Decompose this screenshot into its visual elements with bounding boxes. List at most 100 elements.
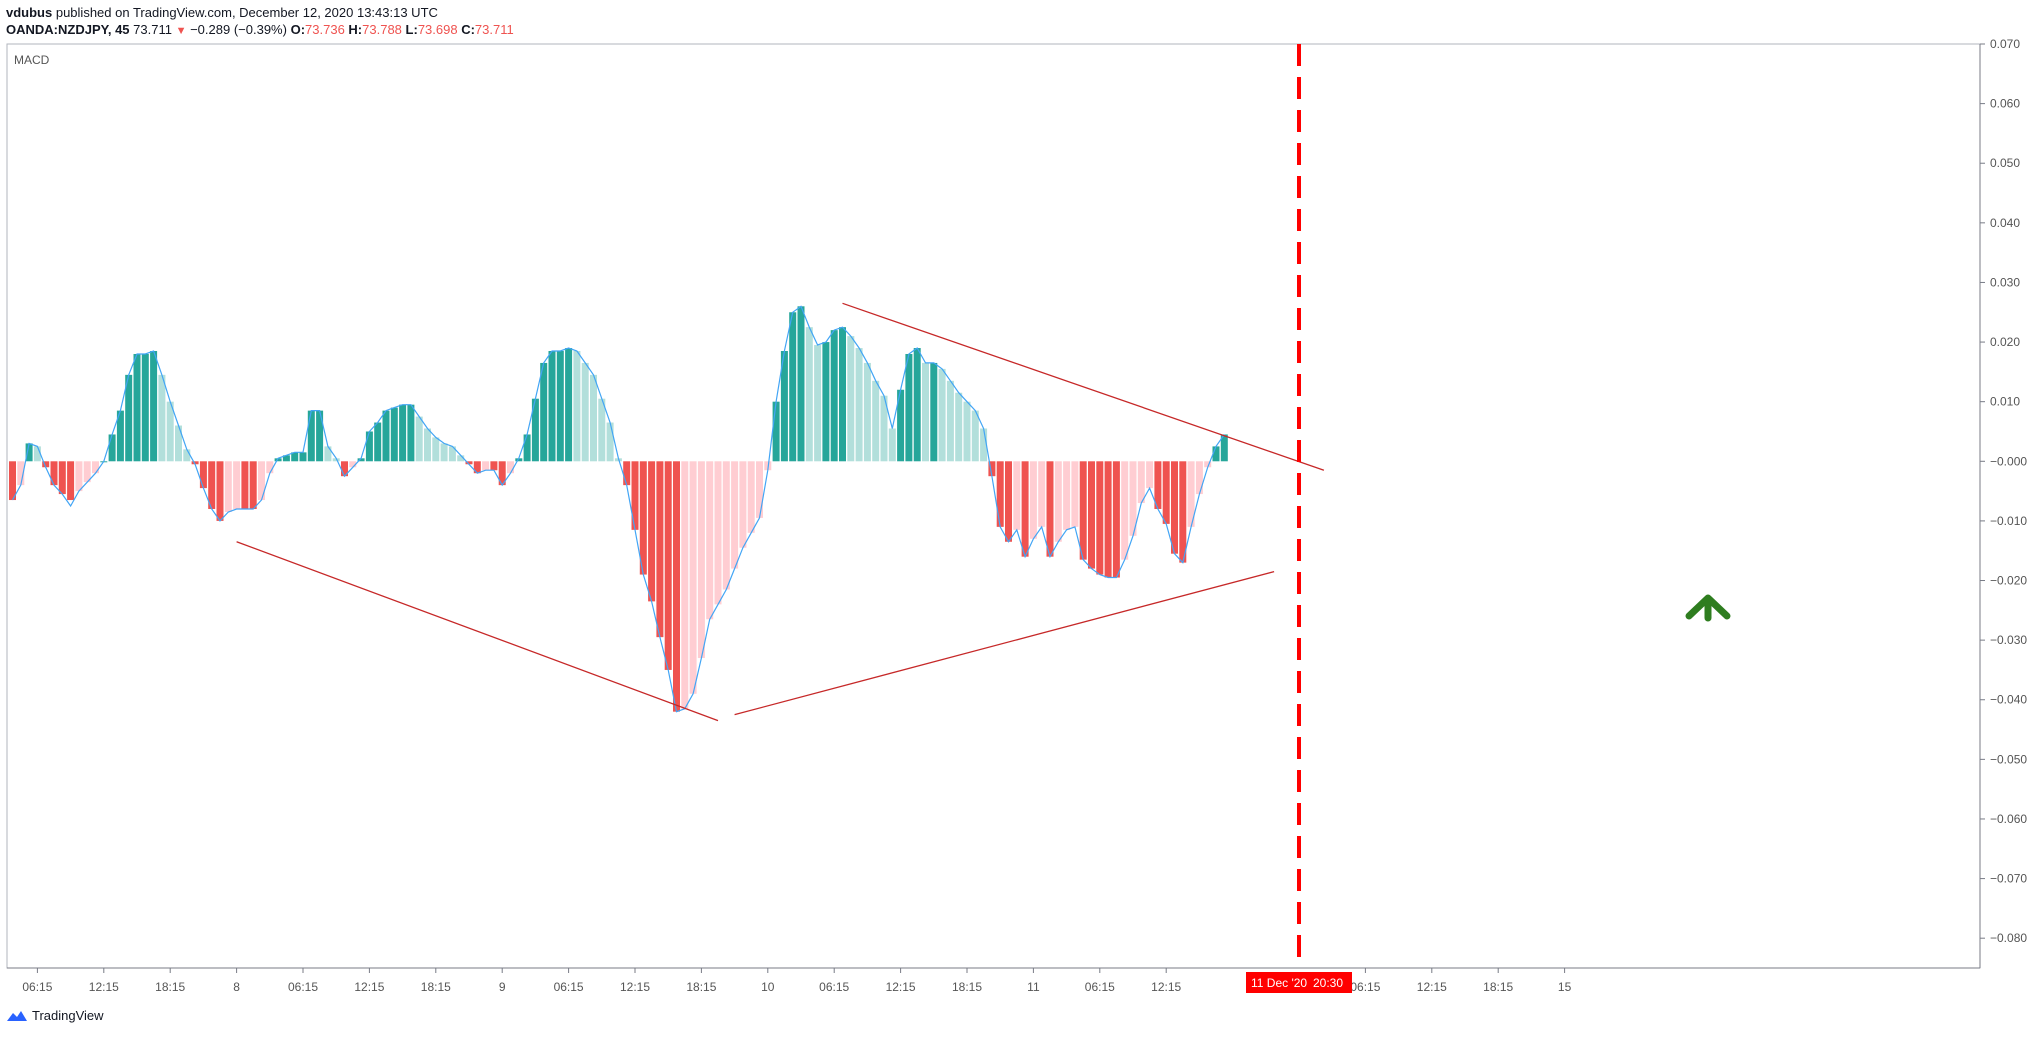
histogram-bar xyxy=(922,362,929,462)
histogram-bar xyxy=(880,395,888,462)
histogram-bar xyxy=(1129,461,1137,536)
histogram-bar xyxy=(498,461,506,486)
histogram-bar xyxy=(523,434,531,462)
histogram-bar xyxy=(573,351,581,462)
histogram-bar xyxy=(432,437,440,462)
histogram-bar xyxy=(150,351,158,462)
trend-lines xyxy=(236,302,1325,722)
histogram-bar xyxy=(241,461,249,509)
histogram-bar xyxy=(92,461,99,474)
time-tick-label: 06:15 xyxy=(22,980,52,994)
histogram-bar xyxy=(258,461,265,501)
histogram-bar xyxy=(681,461,689,709)
histogram-bar xyxy=(590,374,597,462)
histogram-bar xyxy=(1171,461,1178,554)
histogram-bar xyxy=(299,452,307,462)
histogram-bar xyxy=(274,458,282,462)
time-tick-label: 12:15 xyxy=(886,980,916,994)
time-tick-label: 12:15 xyxy=(620,980,650,994)
histogram-bar xyxy=(424,428,431,462)
histogram-bar xyxy=(125,374,133,462)
histogram-bar xyxy=(75,461,83,492)
histogram-bar xyxy=(249,461,257,509)
histogram-bar xyxy=(282,455,290,462)
time-tick-label: 9 xyxy=(499,980,506,994)
histogram-bar xyxy=(390,407,398,462)
low-value: 73.698 xyxy=(417,22,458,37)
histogram-bar xyxy=(739,461,747,548)
histogram-bar xyxy=(141,353,149,462)
time-tick-label: 18:15 xyxy=(421,980,451,994)
histogram-bar xyxy=(531,398,539,462)
price-tick-label: 0.020 xyxy=(1990,335,2020,349)
histogram-bar xyxy=(1038,461,1046,527)
histogram-bar xyxy=(457,455,465,462)
histogram-bar xyxy=(747,461,755,533)
histogram-bar xyxy=(1204,461,1212,468)
histogram-bar xyxy=(839,327,846,462)
time-tick-label: 18:15 xyxy=(1483,980,1513,994)
histogram-bar xyxy=(448,446,456,462)
high-label: H: xyxy=(348,22,363,37)
tradingview-logo-icon xyxy=(7,1010,27,1021)
histogram-bar xyxy=(33,446,41,462)
histogram-bar xyxy=(191,461,199,465)
crosshair-time-label: 11 Dec '20 20:30 xyxy=(1246,972,1352,993)
histogram-bar xyxy=(357,458,365,462)
trend-line xyxy=(236,541,719,722)
price-tick-label: 0.030 xyxy=(1990,275,2020,289)
histogram-bar xyxy=(399,404,407,462)
histogram-bar xyxy=(490,461,498,471)
histogram-bar xyxy=(847,336,855,462)
time-tick-label: 12:15 xyxy=(354,980,384,994)
histogram-bar xyxy=(58,461,66,495)
time-tick-label: 06:15 xyxy=(1085,980,1115,994)
histogram-bar xyxy=(1079,461,1087,560)
histogram-bar xyxy=(440,443,448,462)
brand-name[interactable]: TradingView xyxy=(32,1008,104,1023)
histogram-bar xyxy=(482,461,490,471)
author-name[interactable]: vdubus xyxy=(6,5,53,20)
histogram-bar xyxy=(697,461,705,659)
histogram-bar xyxy=(1137,461,1145,504)
histogram-bar xyxy=(897,389,905,462)
price-change: −0.289 (−0.39%) xyxy=(190,22,287,37)
histogram-bar xyxy=(1046,461,1054,557)
price-tick-label: 0.060 xyxy=(1990,97,2020,111)
histogram-bar xyxy=(814,345,822,462)
histogram-bar xyxy=(830,330,838,462)
histogram-bar xyxy=(1005,461,1012,542)
price-tick-label: 0.040 xyxy=(1990,216,2020,230)
histogram-bar xyxy=(855,348,863,462)
histogram-bar xyxy=(863,362,871,462)
price-tick-label: −0.020 xyxy=(1990,574,2027,588)
histogram-bar xyxy=(67,461,75,501)
histogram-bar xyxy=(175,425,182,462)
histogram-bar xyxy=(756,461,763,518)
time-tick-label: 11 xyxy=(1027,980,1040,994)
open-value: 73.736 xyxy=(305,22,345,37)
histogram-bar xyxy=(1112,461,1120,578)
histogram-bar xyxy=(581,362,589,462)
histogram-bar xyxy=(1063,461,1071,530)
time-tick-label: 06:15 xyxy=(288,980,318,994)
histogram-bar xyxy=(324,446,332,462)
publish-info: vdubus published on TradingView.com, Dec… xyxy=(6,4,514,21)
histogram-bar xyxy=(888,428,896,462)
price-tick-label: 0.050 xyxy=(1990,156,2020,170)
histogram-bar xyxy=(955,392,963,462)
histogram-bar xyxy=(797,306,805,462)
time-tick-label: 12:15 xyxy=(89,980,119,994)
price-tick-label: −0.060 xyxy=(1990,812,2027,826)
histogram-bar xyxy=(332,458,340,462)
time-tick-label: 18:15 xyxy=(686,980,716,994)
histogram-bar xyxy=(1162,461,1170,524)
published-text: published on TradingView.com, December 1… xyxy=(52,5,438,20)
histogram-bar xyxy=(722,461,730,590)
indicator-label: MACD xyxy=(14,53,50,67)
time-tick-label: 06:15 xyxy=(554,980,584,994)
histogram-bar xyxy=(930,362,938,462)
histogram-bar xyxy=(639,461,647,575)
histogram-bar xyxy=(988,461,996,477)
